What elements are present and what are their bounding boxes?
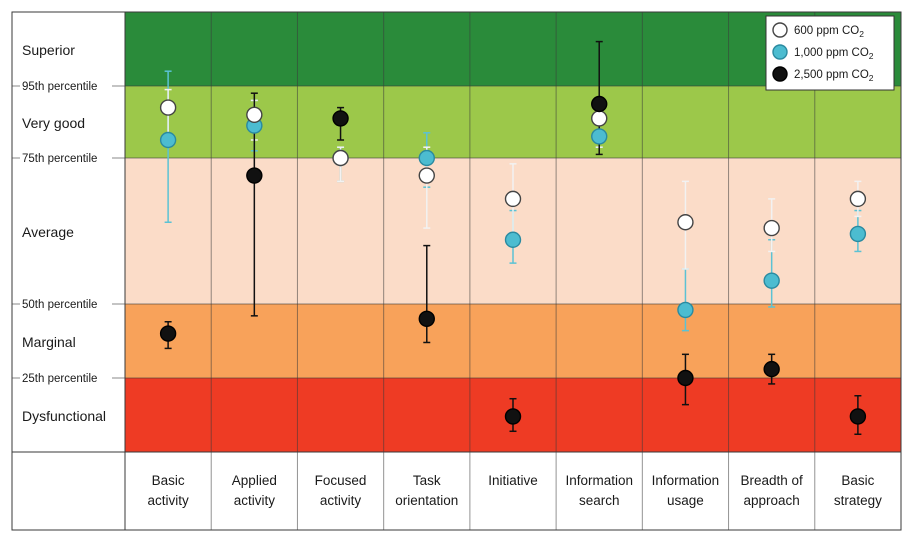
category-label-8-1: strategy: [834, 493, 882, 508]
s1000-point-0: [159, 131, 177, 149]
category-label-0-0: Basic: [152, 473, 185, 488]
band-label-4: Dysfunctional: [22, 408, 106, 424]
s600-point-5: [591, 110, 608, 127]
category-label-2-1: activity: [320, 493, 362, 508]
s2500-point-6: [677, 369, 694, 387]
percentile-label-0: 95th percentile: [22, 81, 97, 93]
category-labels: Basic activity Applied activity Focused activ…: [147, 473, 882, 508]
outer-frame: [11, 11, 902, 531]
category-label-3-0: Task: [413, 473, 441, 488]
category-label-7-0: Breadth of: [741, 473, 804, 488]
s600-point-7: [763, 219, 780, 237]
frame-layer: [11, 11, 902, 531]
s1000-point-4: [504, 231, 522, 248]
percentile-label-2: 50th percentile: [22, 299, 97, 311]
band-label-2: Average: [22, 224, 74, 240]
category-label-7-1: approach: [744, 493, 800, 508]
legend-marker-0: [772, 22, 788, 38]
s2500-point-4: [504, 408, 522, 425]
s1000-point-6: [677, 301, 694, 319]
s600-point-1: [246, 106, 263, 124]
category-label-5-1: search: [579, 493, 620, 508]
legend-marker-2: [772, 66, 788, 82]
s2500-point-3: [418, 310, 435, 327]
s600-point-0: [159, 99, 177, 116]
band-labels-layer: Superior Very good Average Marginal Dysfunct…: [22, 42, 106, 424]
category-label-4-0: Initiative: [488, 473, 538, 488]
s600-point-2: [332, 149, 349, 167]
legend-marker-1: [772, 44, 788, 60]
category-label-1-0: Applied: [232, 473, 277, 488]
s600-point-8: [849, 190, 867, 208]
s2500-point-8: [849, 408, 867, 425]
category-label-5-0: Information: [565, 473, 633, 488]
band-label-1: Very good: [22, 115, 85, 131]
legend-label-2: 2,500 ppm CO2: [794, 69, 874, 83]
legend: 600 ppm CO2 1,000 ppm CO2 2,500 ppm CO2: [765, 15, 895, 91]
band-3: [125, 304, 901, 378]
s1000-point-7: [763, 272, 780, 289]
s1000-point-8: [849, 225, 867, 243]
s1000-point-3: [418, 149, 435, 167]
percentile-label-3: 25th percentile: [22, 373, 97, 385]
percentile-label-bg-3: [20, 371, 112, 385]
point-layer: [159, 95, 867, 425]
category-label-6-1: usage: [667, 493, 704, 508]
s2500-point-7: [763, 360, 780, 378]
percentile-layer: 95th percentile 75th percentile 50th perce…: [12, 79, 901, 385]
category-label-6-0: Information: [652, 473, 720, 488]
percentile-label-bg-0: [20, 79, 112, 93]
category-label-1-1: activity: [234, 493, 276, 508]
category-label-3-1: orientation: [395, 493, 458, 508]
s2500-point-5: [591, 95, 608, 113]
s600-point-3: [418, 167, 435, 184]
s2500-point-1: [246, 167, 263, 184]
band-label-3: Marginal: [22, 334, 76, 350]
band-1: [125, 86, 901, 158]
s1000-point-5: [591, 128, 608, 145]
legend-label-1: 1,000 ppm CO2: [794, 47, 874, 61]
category-label-2-0: Focused: [315, 473, 367, 488]
s600-point-4: [504, 190, 522, 208]
s2500-point-0: [159, 325, 177, 342]
category-label-8-0: Basic: [841, 473, 874, 488]
legend-label-0: 600 ppm CO2: [794, 25, 864, 39]
s600-point-6: [677, 214, 694, 231]
percentile-label-bg-2: [20, 297, 112, 311]
s2500-point-2: [332, 110, 349, 127]
band-label-0: Superior: [22, 42, 75, 58]
grid-layer: [210, 12, 816, 530]
percentile-label-bg-1: [20, 151, 112, 165]
category-label-0-1: activity: [147, 493, 189, 508]
percentile-label-1: 75th percentile: [22, 153, 97, 165]
